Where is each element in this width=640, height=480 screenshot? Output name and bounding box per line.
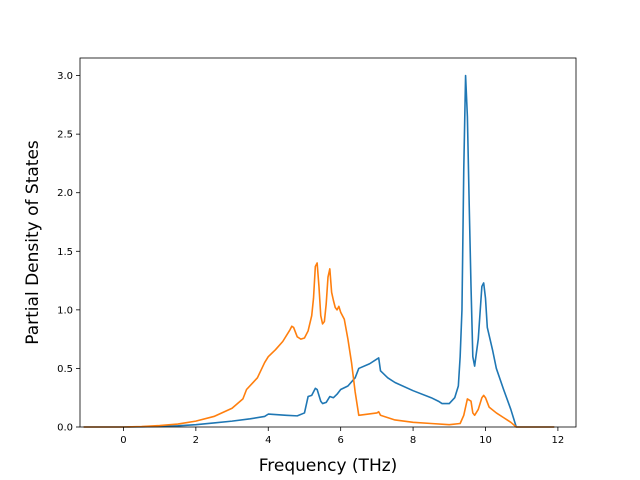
- series-line-2: [83, 262, 555, 428]
- y-tick-label: 2.5: [57, 130, 73, 141]
- y-tick-label: 1.5: [57, 247, 73, 258]
- y-tick-label: 2.0: [57, 188, 73, 199]
- y-axis-ticks: 0.0 0.5 1.0 1.5 2.0 2.5 3.0: [57, 71, 80, 434]
- x-tick-label: 12: [552, 435, 565, 446]
- plot-frame: [79, 57, 577, 428]
- series-line-1: [83, 74, 555, 428]
- y-tick-label: 0.0: [57, 423, 73, 434]
- x-tick-label: 4: [265, 435, 271, 446]
- y-tick-label: 3.0: [57, 71, 73, 82]
- x-axis-label: Frequency (THz): [259, 456, 398, 476]
- series-layer: [83, 74, 555, 428]
- x-tick-label: 2: [193, 435, 199, 446]
- y-tick-label: 0.5: [57, 364, 73, 375]
- x-axis-ticks: 0 2 4 6 8 10 12: [120, 427, 564, 446]
- x-tick-label: 0: [120, 435, 126, 446]
- x-tick-label: 6: [337, 435, 343, 446]
- y-tick-label: 1.0: [57, 305, 73, 316]
- x-tick-label: 8: [410, 435, 416, 446]
- x-tick-label: 10: [479, 435, 492, 446]
- y-axis-label: Partial Density of States: [23, 140, 43, 345]
